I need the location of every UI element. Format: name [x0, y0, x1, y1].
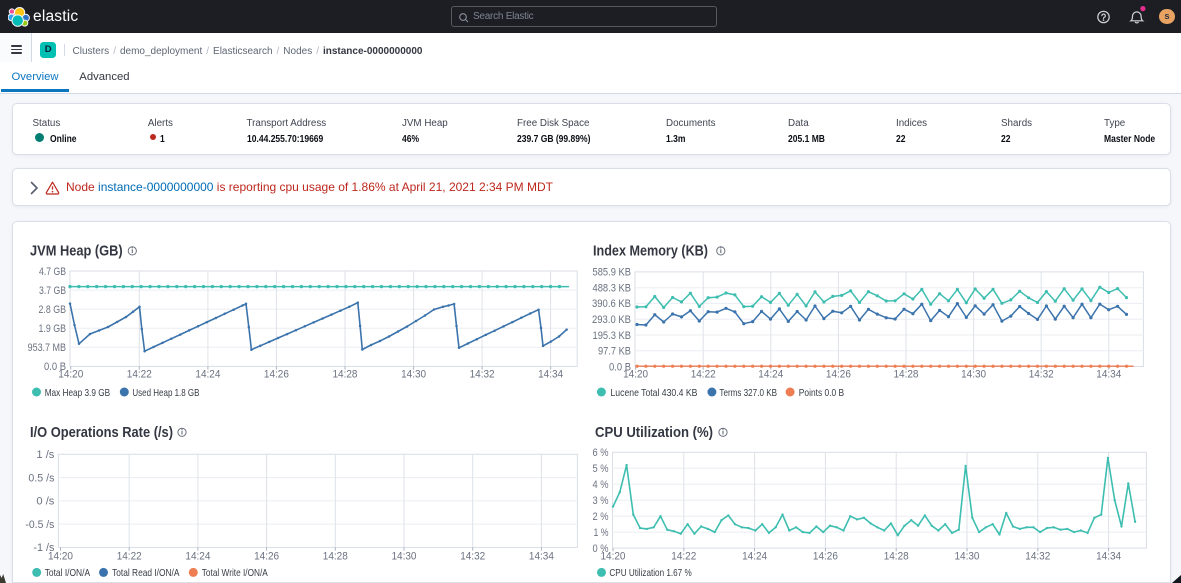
svg-text:14:26: 14:26 [826, 368, 851, 380]
svg-text:1.9 GB: 1.9 GB [39, 323, 67, 335]
svg-text:14:32: 14:32 [1025, 550, 1050, 562]
svg-text:14:32: 14:32 [1029, 368, 1054, 380]
svg-text:1 /s: 1 /s [36, 449, 54, 461]
svg-text:1 %: 1 % [594, 527, 609, 539]
svg-text:14:22: 14:22 [691, 368, 716, 380]
svg-text:14:30: 14:30 [401, 368, 426, 380]
svg-text:14:26: 14:26 [813, 550, 838, 562]
svg-text:Total Read I/ON/A: Total Read I/ON/A [112, 567, 179, 579]
svg-text:4.7 GB: 4.7 GB [39, 266, 66, 278]
svg-text:3.7 GB: 3.7 GB [39, 285, 66, 297]
svg-text:CPU Utilization 1.67 %: CPU Utilization 1.67 % [609, 567, 691, 579]
svg-text:I/O Operations Rate (/s): I/O Operations Rate (/s) [30, 424, 173, 441]
svg-text:14:32: 14:32 [470, 368, 495, 380]
svg-text:585.9 KB: 585.9 KB [593, 267, 632, 279]
svg-text:Points 0.0 B: Points 0.0 B [799, 387, 844, 399]
svg-text:Lucene Total 430.4 KB: Lucene Total 430.4 KB [611, 387, 698, 399]
svg-text:14:20: 14:20 [48, 550, 73, 562]
svg-text:0.0 B: 0.0 B [44, 361, 66, 373]
svg-text:14:20: 14:20 [601, 550, 626, 562]
svg-text:0 %: 0 % [593, 543, 609, 555]
svg-text:14:26: 14:26 [254, 550, 279, 562]
svg-text:Terms 327.0 KB: Terms 327.0 KB [719, 387, 777, 399]
svg-text:14:20: 14:20 [58, 368, 83, 380]
svg-text:4 %: 4 % [593, 479, 609, 491]
svg-text:3 %: 3 % [593, 495, 609, 507]
svg-text:14:24: 14:24 [758, 368, 783, 380]
svg-text:14:34: 14:34 [1096, 550, 1121, 562]
svg-text:390.6 KB: 390.6 KB [592, 298, 631, 310]
svg-text:14:28: 14:28 [894, 368, 919, 380]
svg-text:Total I/ON/A: Total I/ON/A [45, 567, 90, 579]
svg-text:JVM Heap (GB): JVM Heap (GB) [30, 243, 123, 260]
svg-text:2 %: 2 % [593, 511, 609, 523]
svg-text:Used Heap 1.8 GB: Used Heap 1.8 GB [132, 387, 199, 399]
svg-text:14:28: 14:28 [884, 550, 909, 562]
svg-text:-1 /s: -1 /s [33, 542, 54, 554]
svg-text:953.7 MB: 953.7 MB [28, 342, 66, 354]
svg-text:14:28: 14:28 [323, 550, 348, 562]
svg-text:14:30: 14:30 [392, 550, 417, 562]
svg-text:195.3 KB: 195.3 KB [593, 330, 632, 342]
svg-text:14:34: 14:34 [529, 550, 554, 562]
svg-text:5 %: 5 % [593, 463, 609, 475]
svg-text:14:24: 14:24 [742, 550, 767, 562]
svg-text:0.5 /s: 0.5 /s [28, 472, 54, 484]
svg-text:14:32: 14:32 [460, 550, 485, 562]
svg-text:293.0 KB: 293.0 KB [592, 314, 631, 326]
svg-text:14:30: 14:30 [955, 550, 980, 562]
svg-text:CPU Utilization (%): CPU Utilization (%) [595, 424, 713, 441]
svg-text:14:24: 14:24 [185, 550, 210, 562]
svg-text:Max Heap 3.9 GB: Max Heap 3.9 GB [45, 387, 110, 399]
svg-text:0 /s: 0 /s [36, 496, 54, 508]
svg-text:14:22: 14:22 [117, 550, 142, 562]
svg-text:-0.5 /s: -0.5 /s [25, 519, 54, 531]
svg-text:0.0 B: 0.0 B [609, 361, 631, 373]
svg-text:97.7 KB: 97.7 KB [598, 346, 631, 358]
svg-text:14:28: 14:28 [333, 368, 358, 380]
svg-text:Total Write I/ON/A: Total Write I/ON/A [202, 567, 268, 579]
svg-text:14:34: 14:34 [538, 368, 563, 380]
svg-text:488.3 KB: 488.3 KB [593, 283, 632, 295]
svg-text:14:26: 14:26 [264, 368, 289, 380]
svg-text:14:20: 14:20 [623, 368, 648, 380]
svg-text:14:24: 14:24 [195, 368, 220, 380]
svg-text:14:30: 14:30 [961, 368, 986, 380]
svg-text:2.8 GB: 2.8 GB [39, 304, 67, 316]
svg-text:6 %: 6 % [593, 447, 609, 459]
svg-text:14:22: 14:22 [127, 368, 152, 380]
svg-text:14:22: 14:22 [671, 550, 696, 562]
svg-text:Index Memory (KB): Index Memory (KB) [593, 243, 708, 260]
svg-text:14:34: 14:34 [1096, 368, 1121, 380]
